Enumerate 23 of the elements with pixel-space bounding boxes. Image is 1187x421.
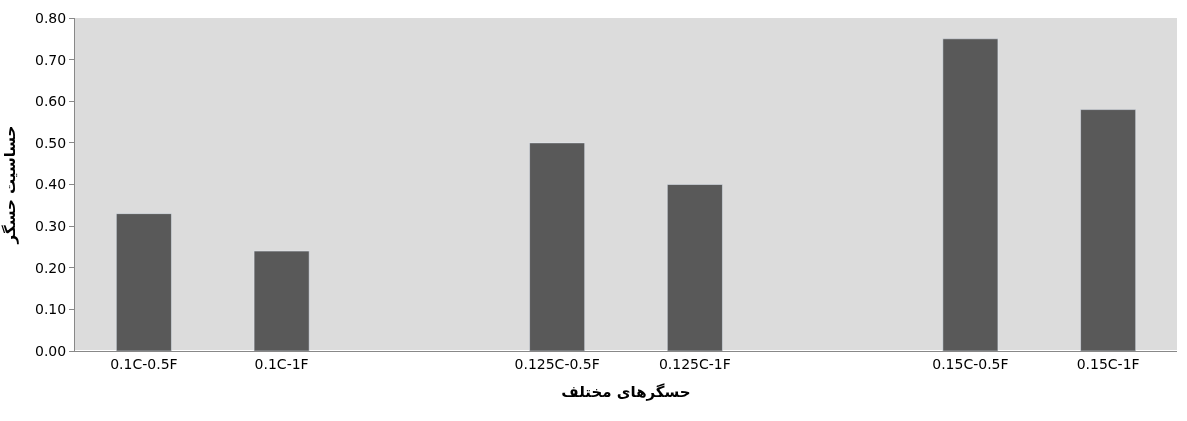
x-axis-title: حسگرهای مختلف [561,382,691,401]
bar [667,184,723,351]
x-tick-label: 0.1C-1F [254,355,309,372]
x-tick-label: 0.125C-1F [658,355,731,372]
y-tick-label: 0.70 [35,51,67,68]
y-tick-label: 0.40 [35,176,67,193]
y-tick-label: 0.50 [35,134,67,151]
x-tick-label: 0.125C-0.5F [514,355,600,372]
bar [529,142,585,351]
bar [942,38,999,351]
y-tick-label: 0.30 [35,218,67,235]
x-tick-label: 0.1C-0.5F [110,355,178,372]
y-tick-label: 0.60 [35,93,67,110]
x-tick-label: 0.15C-0.5F [932,355,1009,372]
bar [116,213,172,351]
y-tick-label: 0.00 [35,342,67,359]
x-tick-label: 0.15C-1F [1076,355,1140,372]
bar [253,250,310,351]
bar [1080,109,1136,351]
y-axis-title: حساسیت حسگر [1,125,20,245]
y-tick-label: 0.20 [35,259,67,276]
y-tick-label: 0.80 [35,9,67,26]
y-tick-label: 0.10 [35,301,67,318]
